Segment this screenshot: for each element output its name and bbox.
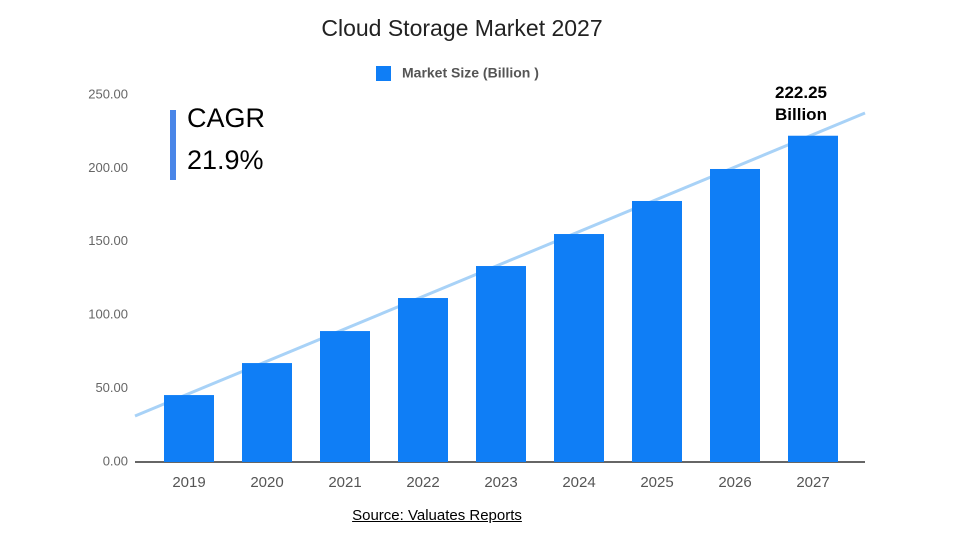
x-tick-label: 2020 [250,474,283,491]
y-tick-label: 50.00 [95,380,128,395]
annotation: 21.9% [187,145,264,175]
annotation-bar [170,110,176,180]
bar [476,266,526,462]
bar [788,135,838,462]
bar [632,200,682,462]
legend-label: Market Size (Billion ) [402,65,539,81]
bar [242,363,292,462]
y-tick-label: 100.00 [88,307,128,322]
bar [164,395,214,462]
x-tick-label: 2027 [796,474,829,491]
bar [554,234,604,462]
source: Source: Valuates Reports [352,507,522,524]
x-tick-label: 2023 [484,474,517,491]
x-tick-label: 2022 [406,474,439,491]
x-tick-label: 2019 [172,474,205,491]
x-tick-label: 2024 [562,474,595,491]
y-tick-label: 150.00 [88,233,128,248]
bar [398,298,448,462]
bar [320,331,370,462]
legend-swatch [376,66,391,81]
value-label: 222.25 Billion [775,83,827,124]
y-tick-label: 0.00 [103,453,128,468]
y-tick-label: 200.00 [88,160,128,175]
x-tick-label: 2026 [718,474,751,491]
annotation: CAGR [187,103,265,133]
bar [710,168,760,463]
chart-title: Cloud Storage Market 2027 [321,15,602,41]
y-tick-label: 250.00 [88,86,128,101]
x-tick-label: 2021 [328,474,361,491]
x-tick-label: 2025 [640,474,673,491]
